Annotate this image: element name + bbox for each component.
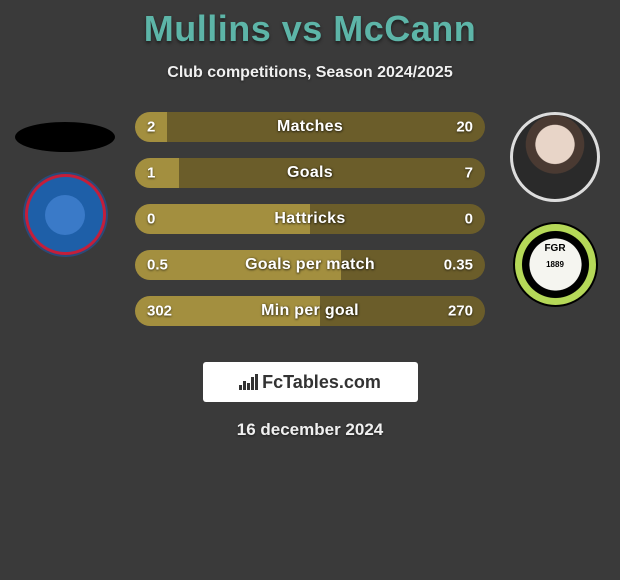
left-player-photo — [15, 122, 115, 152]
stat-label: Goals per match — [135, 256, 485, 274]
right-player-column — [500, 112, 610, 307]
stat-label: Hattricks — [135, 210, 485, 228]
right-club-badge — [513, 222, 598, 307]
date-label: 16 december 2024 — [0, 420, 620, 440]
stat-row: 220Matches — [135, 112, 485, 142]
watermark-text: FcTables.com — [262, 372, 381, 393]
stat-row: 17Goals — [135, 158, 485, 188]
stat-row: 00Hattricks — [135, 204, 485, 234]
right-player-photo — [510, 112, 600, 202]
watermark-chart-icon — [239, 374, 258, 390]
left-player-column — [10, 112, 120, 257]
stat-label: Matches — [135, 118, 485, 136]
page-title: Mullins vs McCann — [0, 0, 620, 50]
left-club-badge — [23, 172, 108, 257]
watermark: FcTables.com — [203, 362, 418, 402]
stat-row: 302270Min per goal — [135, 296, 485, 326]
comparison-area: 220Matches 17Goals 00Hattricks 0.50.35Goals… — [0, 112, 620, 352]
stat-row: 0.50.35Goals per match — [135, 250, 485, 280]
subtitle: Club competitions, Season 2024/2025 — [0, 64, 620, 82]
stat-label: Min per goal — [135, 302, 485, 320]
stat-label: Goals — [135, 164, 485, 182]
comparison-bars: 220Matches 17Goals 00Hattricks 0.50.35Goals… — [135, 112, 485, 342]
